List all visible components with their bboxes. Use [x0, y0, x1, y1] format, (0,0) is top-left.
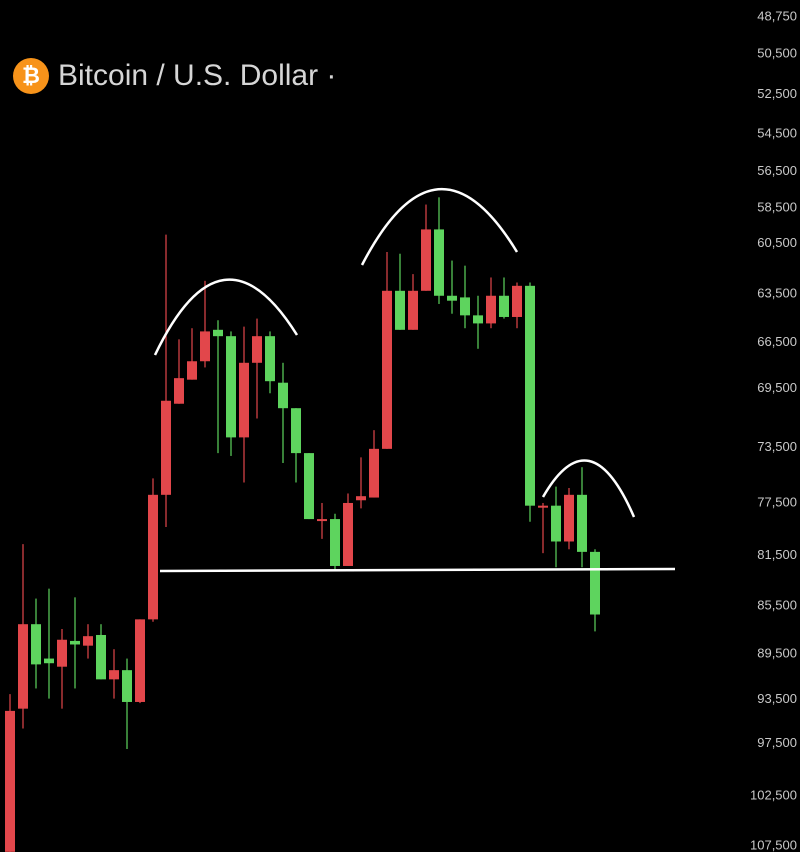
y-tick-label: 56,500 [757, 163, 797, 178]
candle-body [57, 639, 67, 667]
candle-body [447, 295, 457, 301]
chart-title: Bitcoin / U.S. Dollar · [58, 59, 336, 92]
annotations [153, 187, 676, 573]
candle-body [473, 315, 483, 324]
candle-body [382, 290, 392, 449]
y-tick-label: 81,500 [757, 547, 797, 562]
head-arc [360, 187, 519, 266]
y-tick-label: 93,500 [757, 691, 797, 706]
candle-body [96, 634, 106, 680]
candle-body [343, 502, 353, 566]
candle-body [369, 448, 379, 498]
y-tick-label: 48,750 [757, 8, 797, 23]
candle-body [408, 290, 418, 330]
candle-body [70, 640, 80, 645]
candle-body [187, 361, 197, 380]
candle-body [499, 295, 509, 317]
candle-body [291, 408, 301, 454]
candle-body [564, 494, 574, 542]
candle-body [395, 290, 405, 330]
y-tick-label: 107,500 [750, 837, 797, 852]
y-tick-label: 85,500 [757, 597, 797, 612]
candle-body [122, 670, 132, 702]
candle-body [330, 519, 340, 566]
y-tick-label: 58,500 [757, 200, 797, 215]
candle-body [551, 505, 561, 542]
y-tick-label: 63,500 [757, 286, 797, 301]
candle-body [317, 519, 327, 522]
y-tick-label: 69,500 [757, 380, 797, 395]
candle-body [31, 624, 41, 665]
y-tick-label: 66,500 [757, 334, 797, 349]
left-shoulder-arc [153, 278, 299, 356]
candle-body [304, 453, 314, 520]
neckline [159, 567, 676, 573]
candle-body [512, 285, 522, 317]
candle-body [5, 710, 15, 852]
y-tick-label: 60,500 [757, 235, 797, 250]
candle-body [525, 285, 535, 506]
right-shoulder-arc [541, 459, 636, 518]
y-tick-label: 89,500 [757, 645, 797, 660]
y-tick-label: 54,500 [757, 125, 797, 140]
y-tick-label: 97,500 [757, 735, 797, 750]
candles [5, 197, 600, 852]
candle-body [577, 494, 587, 552]
candle-body [44, 658, 54, 664]
y-tick-label: 50,500 [757, 45, 797, 60]
candle-body [421, 229, 431, 291]
candle-body [18, 624, 28, 709]
candle-body [278, 382, 288, 409]
candle-body [161, 400, 171, 495]
candle-body [83, 636, 93, 646]
candle-body [148, 494, 158, 620]
candle-body [265, 336, 275, 382]
candle-body [590, 551, 600, 615]
candle-body [213, 329, 223, 337]
candle-body [486, 295, 496, 324]
symbol-badge [13, 58, 49, 94]
candle-body [239, 362, 249, 438]
candle-body [356, 496, 366, 501]
candle-body [200, 331, 210, 362]
candle-body [174, 378, 184, 404]
symbol-icon: ₿ [22, 63, 40, 88]
candle-body [538, 505, 548, 508]
candle-body [252, 336, 262, 363]
y-tick-label: 77,500 [757, 494, 797, 509]
y-tick-label: 52,500 [757, 86, 797, 101]
candle-body [135, 619, 145, 702]
y-tick-label: 73,500 [757, 439, 797, 454]
candle-body [434, 229, 444, 296]
candle-body [460, 297, 470, 316]
candle-body [109, 670, 119, 680]
candle-body [226, 336, 236, 438]
y-tick-label: 102,500 [750, 788, 797, 803]
